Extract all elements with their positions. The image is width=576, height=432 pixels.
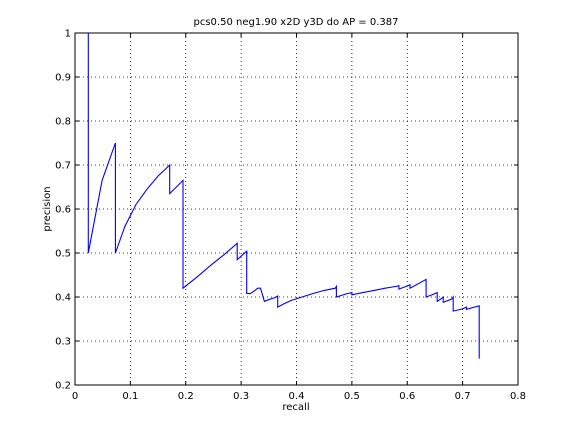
tick-marks: [74, 32, 519, 386]
series-layer: [87, 33, 480, 359]
x-tick-label: 0.5: [344, 391, 360, 402]
y-tick-label: 0.4: [55, 293, 71, 304]
x-tick-labels: 0 0.1 0.2 0.3 0.4 0.5 0.6 0.7 0.8: [72, 391, 526, 402]
y-tick-label: 0.3: [55, 337, 71, 348]
grid-lines: [75, 33, 518, 385]
y-tick-label: 0.5: [55, 249, 71, 260]
x-tick-label: 0.4: [289, 391, 305, 402]
y-tick-labels: 0.2 0.3 0.4 0.5 0.6 0.7 0.8 0.9 1: [55, 29, 71, 392]
x-tick-label: 0.6: [399, 391, 415, 402]
y-tick-label: 0.8: [55, 117, 71, 128]
x-axis-label: recall: [282, 402, 309, 413]
y-axis-label: precision: [42, 186, 53, 231]
x-tick-label: 0.3: [233, 391, 249, 402]
x-tick-label: 0.2: [178, 391, 194, 402]
chart-title: pcs0.50 neg1.90 x2D y3D do AP = 0.387: [194, 17, 399, 28]
y-tick-label: 0.9: [55, 73, 71, 84]
y-tick-label: 0.7: [55, 161, 71, 172]
x-tick-label: 0.8: [510, 391, 526, 402]
precision-recall-line: [87, 33, 480, 359]
x-tick-label: 0.7: [455, 391, 471, 402]
y-tick-label: 1: [65, 29, 71, 40]
y-tick-label: 0.6: [55, 205, 71, 216]
x-tick-label: 0.1: [122, 391, 138, 402]
y-tick-label: 0.2: [55, 381, 71, 392]
x-tick-label: 0: [72, 391, 78, 402]
